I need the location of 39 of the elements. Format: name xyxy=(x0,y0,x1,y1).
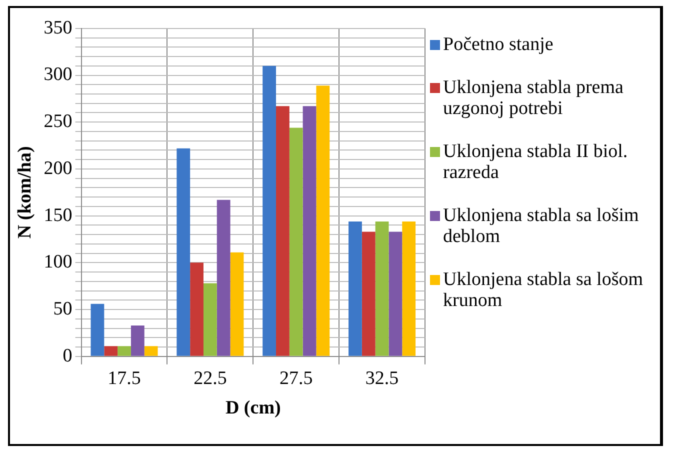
bar xyxy=(362,232,376,356)
y-tick-label: 100 xyxy=(44,252,72,273)
bar xyxy=(130,325,144,356)
bar xyxy=(203,283,217,356)
bar xyxy=(216,200,230,356)
x-tick-label: 17.5 xyxy=(108,368,141,389)
bar xyxy=(118,346,131,356)
bar xyxy=(262,66,276,356)
bar xyxy=(316,86,330,356)
legend-label: Uklonjena stabla prema uzgonoj potrebi xyxy=(443,77,624,119)
legend-label: Uklonjena stabla sa lošim deblom xyxy=(443,205,640,247)
bar xyxy=(176,148,190,356)
bar xyxy=(144,346,158,356)
legend-label: Početno stanje xyxy=(443,34,554,55)
bar xyxy=(375,221,389,356)
bar xyxy=(190,262,204,356)
bar xyxy=(90,304,104,356)
bar xyxy=(388,232,402,356)
y-axis-title: N (kom/ha) xyxy=(14,146,36,239)
bar xyxy=(348,221,362,356)
bar xyxy=(289,128,303,356)
bar xyxy=(104,346,118,356)
y-tick-label: 50 xyxy=(53,298,72,320)
bar xyxy=(230,252,244,356)
x-tick-label: 32.5 xyxy=(365,368,399,389)
bar xyxy=(402,221,416,356)
legend-label: Uklonjena stabla sa lošom krunom xyxy=(443,269,644,311)
y-tick-label: 300 xyxy=(44,64,72,86)
legend-label: Uklonjena stabla II biol. razreda xyxy=(443,141,629,183)
y-tick-label: 200 xyxy=(44,158,72,179)
y-tick-label: 0 xyxy=(62,345,72,366)
x-axis-title: D (cm) xyxy=(225,398,281,419)
x-tick-label: 22.5 xyxy=(194,368,227,389)
bar xyxy=(302,106,316,356)
y-tick-label: 250 xyxy=(44,111,72,132)
y-tick-label: 150 xyxy=(44,204,72,226)
x-tick-label: 27.5 xyxy=(279,368,313,389)
y-tick-label: 350 xyxy=(44,17,72,38)
bar xyxy=(276,106,290,356)
